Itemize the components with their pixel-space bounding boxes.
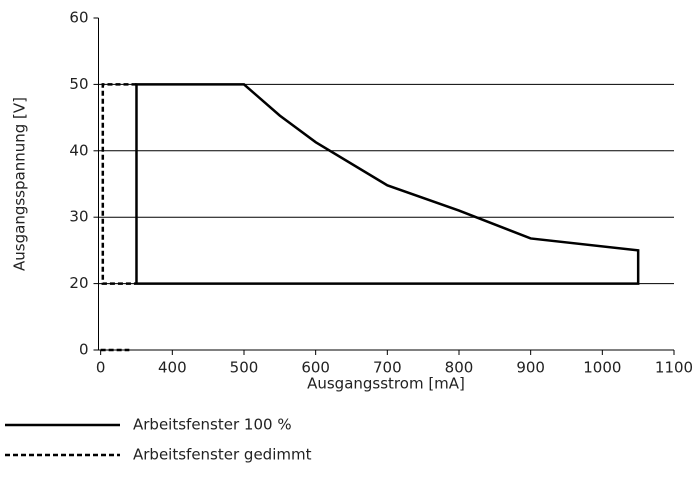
x-tick-label: 600 [301, 359, 330, 377]
y-tick-label: 50 [69, 75, 88, 93]
legend-label: Arbeitsfenster gedimmt [133, 446, 312, 464]
y-axis-label: Ausgangsspannung [V] [11, 97, 29, 271]
x-tick-label: 1100 [655, 359, 693, 377]
series-line [100, 83, 137, 352]
y-tick-label: 60 [69, 9, 88, 27]
y-tick-label: 20 [69, 274, 88, 292]
x-tick-label: 800 [445, 359, 474, 377]
series-line [135, 83, 640, 285]
x-axis-label: Ausgangsstrom [mA] [307, 375, 465, 393]
x-tick-label: 900 [516, 359, 545, 377]
x-tick-label: 500 [230, 359, 259, 377]
legend-label: Arbeitsfenster 100 % [133, 416, 292, 434]
y-tick-label: 40 [69, 141, 88, 159]
y-tick-label: 30 [69, 208, 88, 226]
y-tick-label: 0 [79, 341, 89, 359]
x-tick-label: 0 [96, 359, 106, 377]
x-tick-label: 400 [158, 359, 187, 377]
x-tick-label: 1000 [583, 359, 621, 377]
x-tick-label: 700 [373, 359, 402, 377]
